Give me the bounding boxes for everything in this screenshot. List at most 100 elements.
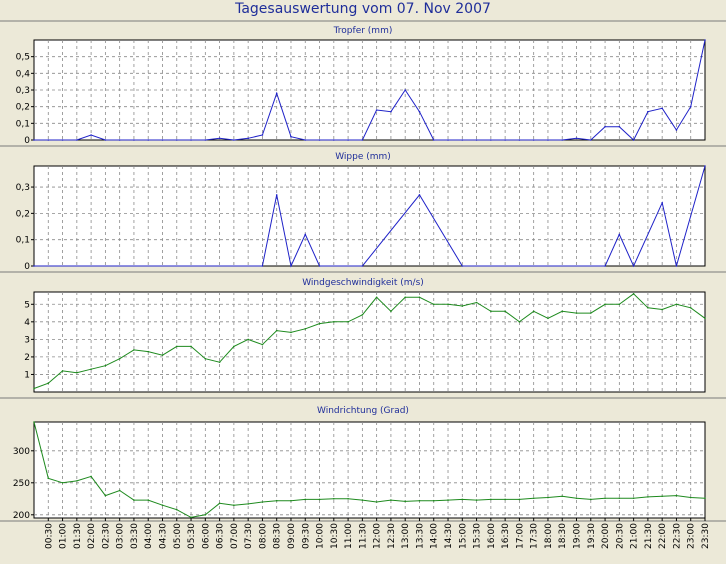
data-point bbox=[661, 495, 663, 498]
data-point bbox=[390, 110, 392, 113]
data-point bbox=[361, 265, 364, 267]
data-point bbox=[518, 498, 521, 501]
y-tick-label: 0 bbox=[24, 262, 30, 272]
data-point bbox=[518, 139, 521, 141]
data-point bbox=[704, 165, 706, 167]
x-tick-label: 09:30 bbox=[301, 523, 311, 549]
data-point bbox=[604, 125, 606, 128]
data-point bbox=[418, 296, 421, 299]
data-point bbox=[161, 139, 164, 141]
data-point bbox=[475, 301, 478, 304]
data-point bbox=[418, 499, 421, 502]
y-tick-label: 0,4 bbox=[16, 69, 31, 79]
x-tick-label: 03:30 bbox=[130, 523, 140, 549]
data-point bbox=[118, 489, 121, 492]
data-point bbox=[532, 497, 535, 499]
data-point bbox=[518, 321, 521, 323]
y-tick-label: 300 bbox=[13, 447, 30, 457]
x-tick-label: 08:00 bbox=[258, 523, 268, 549]
x-tick-label: 13:00 bbox=[401, 523, 411, 549]
data-point bbox=[675, 265, 678, 267]
data-point bbox=[504, 139, 506, 141]
data-point bbox=[204, 139, 207, 141]
data-point bbox=[275, 329, 278, 332]
x-tick-label: 00:30 bbox=[44, 523, 54, 549]
data-point bbox=[204, 357, 207, 360]
data-point bbox=[247, 338, 249, 341]
data-point bbox=[333, 139, 335, 141]
y-tick-label: 0,1 bbox=[16, 119, 30, 129]
data-point bbox=[33, 139, 35, 141]
x-tick-label: 20:00 bbox=[601, 523, 611, 549]
data-point bbox=[76, 371, 78, 374]
x-axis: 00:30 01:00 01:30 02:00 02:30 03:00 03:30 04:00… bbox=[44, 518, 711, 549]
data-point bbox=[418, 110, 421, 113]
data-point bbox=[418, 194, 421, 196]
data-point bbox=[661, 202, 663, 204]
data-point bbox=[604, 303, 606, 306]
data-point bbox=[561, 139, 564, 141]
data-point bbox=[704, 317, 706, 320]
y-tick-label: 0 bbox=[24, 136, 30, 146]
data-point bbox=[290, 265, 292, 267]
data-point bbox=[647, 496, 649, 498]
data-point bbox=[689, 496, 692, 499]
data-point bbox=[561, 495, 564, 498]
data-point bbox=[632, 265, 635, 267]
data-point bbox=[632, 139, 635, 141]
chart-title: Wippe (mm) bbox=[335, 152, 391, 162]
data-point bbox=[304, 139, 307, 141]
y-tick-label: 200 bbox=[13, 511, 30, 521]
data-point bbox=[161, 504, 164, 507]
data-point bbox=[333, 498, 335, 500]
data-point bbox=[532, 310, 535, 313]
data-point bbox=[575, 497, 578, 499]
data-point bbox=[318, 139, 321, 141]
x-tick-label: 06:30 bbox=[216, 523, 226, 549]
chart-title: Windrichtung (Grad) bbox=[317, 406, 409, 416]
data-point bbox=[118, 139, 121, 141]
x-tick-label: 10:30 bbox=[330, 523, 340, 549]
chart-wippe: Wippe (mm) 0 0,1 0,2 0,3 bbox=[0, 145, 726, 272]
data-point bbox=[675, 129, 678, 131]
y-tick-label: 2 bbox=[24, 353, 30, 363]
x-tick-label: 22:30 bbox=[672, 523, 682, 549]
x-tick-label: 19:00 bbox=[573, 523, 583, 549]
data-point bbox=[618, 125, 621, 128]
data-point bbox=[589, 498, 592, 501]
x-tick-label: 21:00 bbox=[630, 523, 640, 549]
x-tick-label: 15:30 bbox=[473, 523, 483, 549]
data-point bbox=[261, 265, 264, 267]
x-tick-label: 17:30 bbox=[530, 523, 540, 549]
x-tick-label: 21:30 bbox=[644, 523, 654, 549]
x-tick-label: 14:30 bbox=[444, 523, 454, 549]
data-point bbox=[218, 361, 221, 363]
data-point bbox=[175, 345, 178, 348]
data-point bbox=[618, 233, 621, 236]
data-point bbox=[604, 265, 606, 267]
data-point bbox=[361, 499, 364, 501]
page-title: Tagesauswertung vom 07. Nov 2007 bbox=[235, 1, 491, 17]
y-tick-label: 1 bbox=[24, 370, 30, 380]
data-point bbox=[190, 139, 192, 141]
data-point bbox=[432, 499, 435, 502]
data-point bbox=[147, 499, 150, 501]
data-point bbox=[304, 498, 307, 501]
data-point bbox=[218, 502, 221, 505]
data-point bbox=[547, 139, 549, 141]
data-point bbox=[647, 110, 649, 113]
x-tick-label: 05:30 bbox=[187, 523, 197, 549]
data-point bbox=[76, 480, 78, 482]
data-point bbox=[504, 310, 506, 313]
data-point bbox=[47, 139, 50, 141]
chart-tropfer: Tropfer (mm) 0 0,1 0,2 0,3 0,4 0,5 bbox=[0, 20, 726, 146]
data-point bbox=[475, 139, 478, 141]
data-point bbox=[190, 516, 192, 519]
data-point bbox=[561, 310, 564, 313]
data-point bbox=[318, 322, 321, 325]
y-tick-label: 3 bbox=[24, 335, 30, 345]
data-point bbox=[347, 139, 349, 141]
data-point bbox=[661, 308, 663, 311]
data-point bbox=[233, 345, 235, 348]
